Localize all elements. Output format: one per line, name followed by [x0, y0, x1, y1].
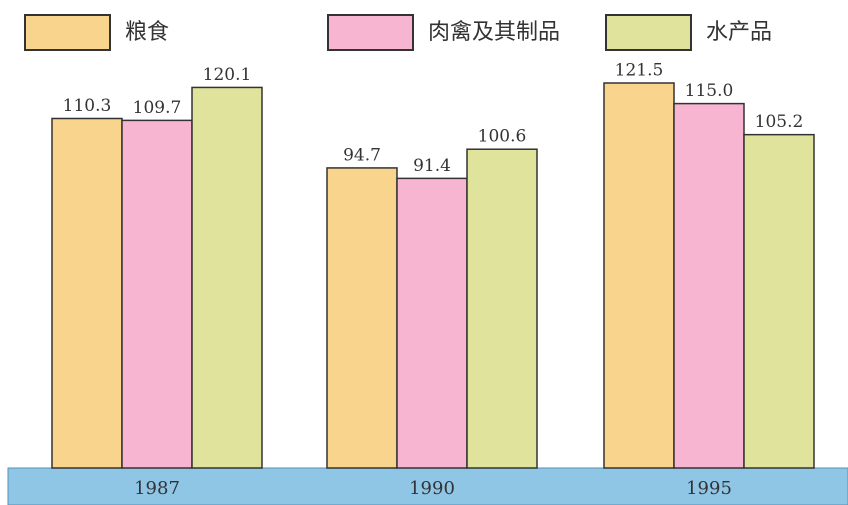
x-tick-label: 1987 [134, 478, 180, 499]
bar [396, 177, 468, 469]
value-label: 110.3 [63, 96, 112, 116]
legend-label: 粮食 [125, 20, 169, 45]
legend-swatch [327, 14, 414, 51]
bar [603, 82, 675, 469]
value-label: 121.5 [615, 61, 664, 81]
value-label: 120.1 [203, 65, 252, 85]
value-label: 115.0 [685, 81, 734, 101]
bar [191, 86, 263, 469]
value-label: 91.4 [413, 156, 451, 176]
value-label: 105.2 [755, 112, 804, 132]
bar [466, 148, 538, 469]
bar [51, 117, 123, 469]
x-tick-label: 1990 [409, 478, 455, 499]
bar [326, 167, 398, 469]
x-tick-label: 1995 [686, 478, 732, 499]
bar [673, 102, 745, 469]
bar [743, 133, 815, 469]
legend-swatch [605, 14, 692, 51]
value-label: 100.6 [478, 127, 527, 147]
legend-label: 肉禽及其制品 [428, 20, 560, 45]
bar [121, 119, 193, 469]
legend-label: 水产品 [706, 20, 772, 45]
legend-swatch [24, 14, 111, 51]
value-label: 109.7 [133, 98, 182, 118]
base-band [7, 467, 848, 505]
value-label: 94.7 [343, 145, 381, 165]
